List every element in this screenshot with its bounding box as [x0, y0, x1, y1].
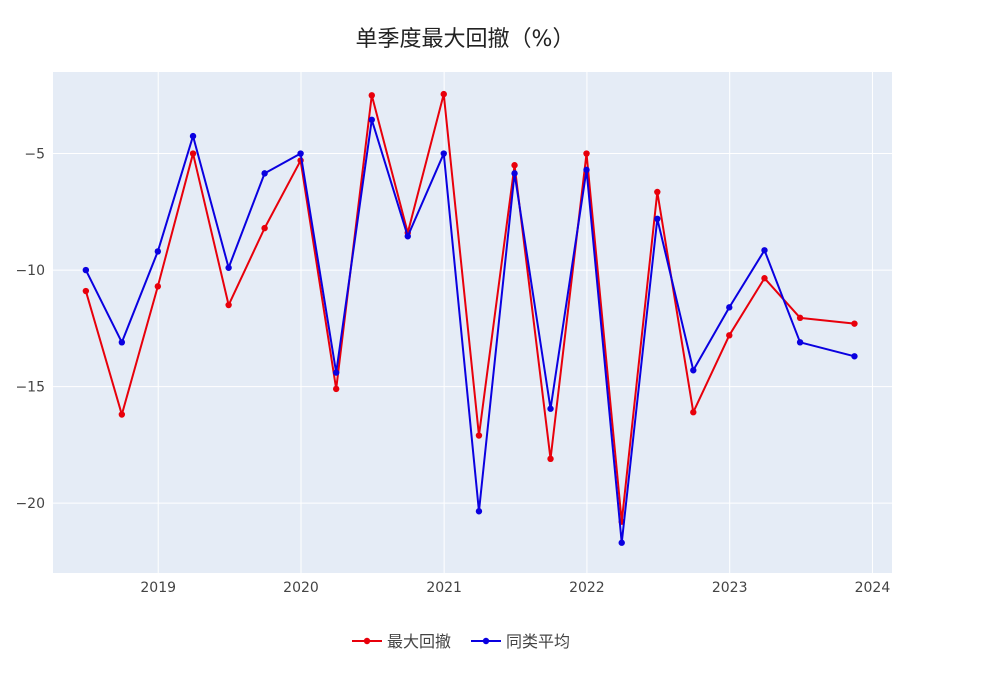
- x-axis: 2019 2020 2021 2022 2023 2024: [140, 580, 890, 596]
- data-point[interactable]: [261, 170, 268, 177]
- data-point[interactable]: [547, 455, 554, 463]
- y-tick-label: −10: [15, 263, 45, 279]
- data-point[interactable]: [189, 150, 197, 157]
- legend-item[interactable]: 同类平均: [471, 632, 570, 651]
- legend-marker: [363, 637, 371, 645]
- y-tick-label: −20: [15, 496, 45, 512]
- data-point[interactable]: [440, 90, 447, 98]
- data-point[interactable]: [583, 150, 590, 157]
- data-point[interactable]: [851, 320, 858, 327]
- data-point[interactable]: [796, 339, 804, 346]
- series-1: [82, 90, 858, 525]
- data-point[interactable]: [511, 162, 518, 169]
- data-point[interactable]: [189, 132, 197, 140]
- series-line: [84, 93, 855, 523]
- data-point[interactable]: [618, 539, 625, 546]
- data-point[interactable]: [547, 405, 554, 412]
- x-tick-label: 2024: [855, 580, 891, 596]
- data-point[interactable]: [154, 283, 162, 290]
- data-point[interactable]: [261, 224, 268, 232]
- chart-title: 单季度最大回撤（%）: [356, 27, 575, 52]
- data-point[interactable]: [297, 150, 304, 157]
- data-point[interactable]: [654, 188, 661, 196]
- data-point[interactable]: [654, 215, 661, 223]
- x-tick-label: 2021: [426, 580, 462, 596]
- x-tick-label: 2023: [712, 580, 748, 596]
- data-point[interactable]: [118, 411, 126, 418]
- data-point[interactable]: [332, 369, 340, 376]
- data-point[interactable]: [82, 287, 90, 295]
- data-point[interactable]: [690, 409, 697, 416]
- data-point[interactable]: [225, 301, 232, 309]
- data-point[interactable]: [475, 432, 483, 439]
- y-axis: −5 −10 −15 −20: [15, 147, 45, 513]
- x-tick-label: 2022: [569, 580, 605, 596]
- data-point[interactable]: [404, 233, 411, 240]
- plot-area: [53, 72, 892, 573]
- data-point[interactable]: [440, 150, 447, 157]
- data-point[interactable]: [118, 339, 126, 346]
- legend-label: 最大回撤: [387, 632, 451, 651]
- data-point[interactable]: [583, 166, 590, 174]
- data-point[interactable]: [796, 314, 804, 322]
- data-point[interactable]: [726, 304, 733, 311]
- data-point[interactable]: [761, 247, 768, 254]
- data-point[interactable]: [225, 264, 232, 271]
- data-point[interactable]: [368, 116, 375, 123]
- data-point[interactable]: [851, 353, 858, 360]
- data-point[interactable]: [511, 170, 518, 177]
- y-tick-label: −15: [15, 380, 45, 396]
- legend-marker: [482, 637, 490, 645]
- data-point[interactable]: [332, 385, 340, 393]
- data-point[interactable]: [761, 275, 768, 282]
- data-point[interactable]: [368, 92, 375, 99]
- x-tick-label: 2019: [140, 580, 176, 596]
- series-2: [82, 116, 858, 546]
- x-tick-label: 2020: [283, 580, 319, 596]
- data-point[interactable]: [475, 508, 483, 515]
- data-point[interactable]: [690, 367, 697, 374]
- data-point[interactable]: [726, 332, 733, 339]
- legend-label: 同类平均: [506, 632, 570, 651]
- legend[interactable]: 最大回撤 同类平均: [352, 632, 570, 651]
- series-layer: [82, 90, 858, 546]
- legend-item[interactable]: 最大回撤: [352, 632, 451, 651]
- data-point[interactable]: [82, 266, 90, 274]
- series-line: [84, 118, 855, 544]
- y-tick-label: −5: [24, 147, 45, 163]
- data-point[interactable]: [154, 248, 162, 255]
